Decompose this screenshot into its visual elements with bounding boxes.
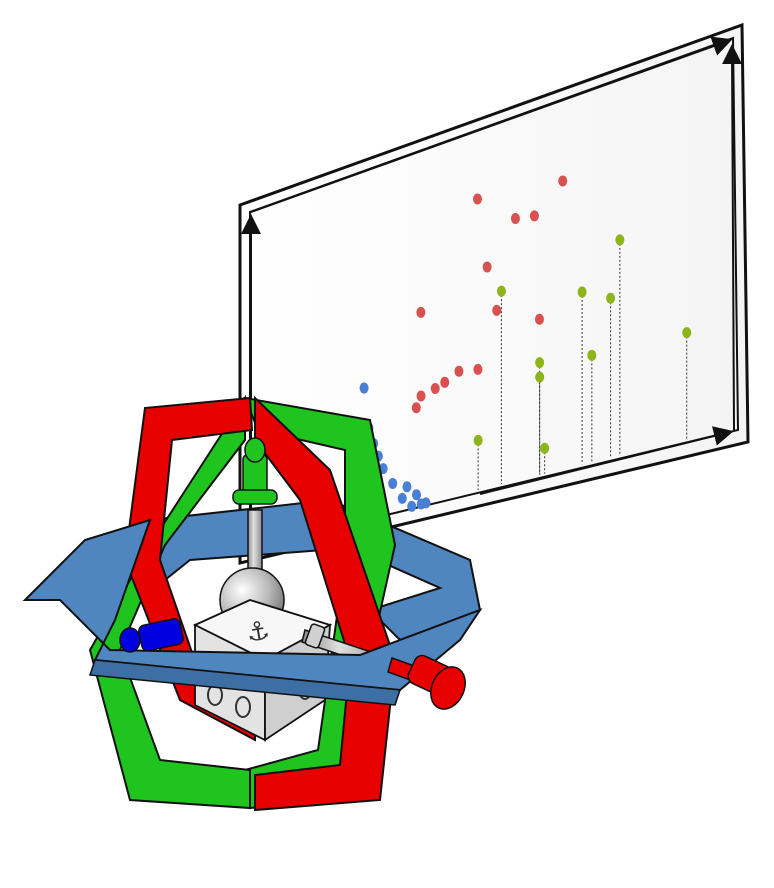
blue-data-point xyxy=(411,489,421,501)
blue-ring-front xyxy=(22,518,483,706)
green-data-point xyxy=(577,286,587,298)
red-data-point xyxy=(411,402,421,414)
green-data-point xyxy=(473,434,483,446)
blue-data-point xyxy=(421,497,431,509)
blue-data-point xyxy=(402,481,412,493)
red-data-point xyxy=(492,304,502,316)
blue-axis-marker xyxy=(119,618,184,653)
blue-data-point xyxy=(407,500,417,512)
red-data-point xyxy=(473,363,483,375)
panel-right-axis xyxy=(722,44,743,431)
red-data-point xyxy=(510,212,520,224)
blue-data-point xyxy=(388,477,398,489)
green-data-point xyxy=(615,234,625,246)
red-data-point xyxy=(454,365,464,377)
panel-x-axis xyxy=(479,426,734,495)
green-data-point xyxy=(535,357,545,369)
green-point-stems xyxy=(477,239,688,491)
red-data-point xyxy=(529,210,539,222)
green-axis-marker xyxy=(232,437,278,505)
green-data-point xyxy=(587,349,597,361)
red-data-point xyxy=(472,193,482,205)
red-data-point xyxy=(416,306,426,318)
blue-data-point xyxy=(397,492,407,504)
green-data-point xyxy=(540,442,550,454)
red-data-point xyxy=(430,382,440,394)
red-data-point xyxy=(440,376,450,388)
red-axis-marker xyxy=(387,654,466,710)
red-data-point xyxy=(558,175,568,187)
anchor-icon: ⚓ xyxy=(244,615,272,649)
rod-collar xyxy=(304,623,326,649)
green-data-point xyxy=(496,285,506,297)
red-data-point xyxy=(482,261,492,273)
green-data-point xyxy=(535,371,545,383)
panel-top-axis xyxy=(250,36,733,213)
green-data-point xyxy=(682,327,692,339)
green-data-point xyxy=(606,292,616,304)
red-data-point xyxy=(534,313,544,325)
red-data-point xyxy=(416,390,426,402)
blue-data-point xyxy=(359,382,369,394)
